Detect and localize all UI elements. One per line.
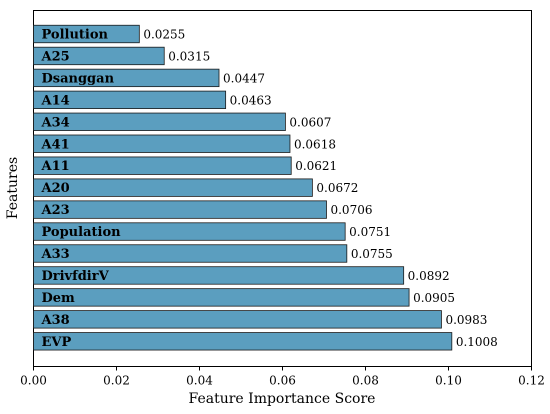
bar-value-label: 0.0447 [223, 71, 265, 85]
bar-category-label: Dsanggan [42, 71, 115, 86]
bar-category-label: DrivfdirV [42, 269, 110, 284]
bar-category-label: A38 [41, 313, 70, 328]
x-axis-ticks: 0.00 0.02 0.04 0.06 0.08 0.10 0.12 [20, 366, 545, 388]
bar-pollution [33, 24, 140, 44]
bar-value-label: 0.0315 [168, 49, 210, 63]
bar-value-label: 0.0607 [289, 115, 331, 129]
bar-a20 [33, 178, 313, 197]
bar-value-label: 0.0672 [316, 181, 358, 195]
bar-category-label: A33 [41, 247, 70, 262]
bar-value-label: 0.0983 [445, 313, 487, 327]
bar-category-label: A23 [41, 203, 70, 218]
bar-category-label: A20 [41, 181, 70, 196]
x-tick-label: 0.00 [20, 374, 47, 388]
x-tick-label: 0.02 [103, 374, 130, 388]
bar-a41 [33, 134, 291, 153]
bar-value-label: 0.0755 [351, 247, 393, 261]
bar-a38 [33, 310, 442, 329]
bar-category-label: Pollution [42, 28, 109, 43]
bar-category-label: Dem [42, 291, 76, 306]
bar-category-label: A34 [41, 115, 70, 130]
bar-dsanggan [33, 68, 220, 88]
bar-value-label: 0.0618 [294, 137, 336, 151]
x-tick-label: 0.06 [269, 374, 296, 388]
bar-category-label: A14 [41, 93, 70, 108]
bar-a33 [33, 244, 348, 263]
bar-a25 [33, 46, 165, 66]
bar-value-label: 0.0255 [143, 28, 185, 42]
bar-value-label: 0.0621 [295, 159, 337, 173]
bar-evp [33, 332, 453, 351]
bar-category-label: A41 [41, 137, 70, 152]
bar-a14 [33, 90, 227, 109]
bar-population [33, 222, 346, 241]
bar-value-label: 0.0905 [413, 291, 455, 305]
y-axis-title: Features [5, 157, 21, 219]
bar-category-label: EVP [42, 335, 72, 350]
x-axis-title: Feature Importance Score [189, 391, 376, 407]
bar-category-label: A11 [41, 159, 70, 174]
x-tick-label: 0.04 [186, 374, 213, 388]
bar-a34 [33, 112, 286, 131]
bar-drivfdirv [33, 266, 405, 285]
x-tick-label: 0.10 [435, 374, 462, 388]
bar-a23 [33, 200, 327, 219]
bar-dem [33, 288, 410, 307]
bar-value-label: 0.0892 [408, 269, 450, 283]
x-tick-label: 0.08 [352, 374, 379, 388]
bars-group: Pollution 0.0255 A25 0.0315 Dsanggan 0.0447 A1… [33, 24, 498, 351]
bar-a11 [33, 156, 292, 175]
bar-value-label: 0.0706 [330, 203, 372, 217]
x-tick-label: 0.12 [518, 374, 545, 388]
bar-value-label: 0.0751 [349, 225, 391, 239]
bar-category-label: Population [42, 225, 122, 240]
bar-category-label: A25 [41, 49, 70, 64]
bar-value-label: 0.0463 [230, 93, 272, 107]
bar-value-label: 0.1008 [456, 335, 498, 349]
